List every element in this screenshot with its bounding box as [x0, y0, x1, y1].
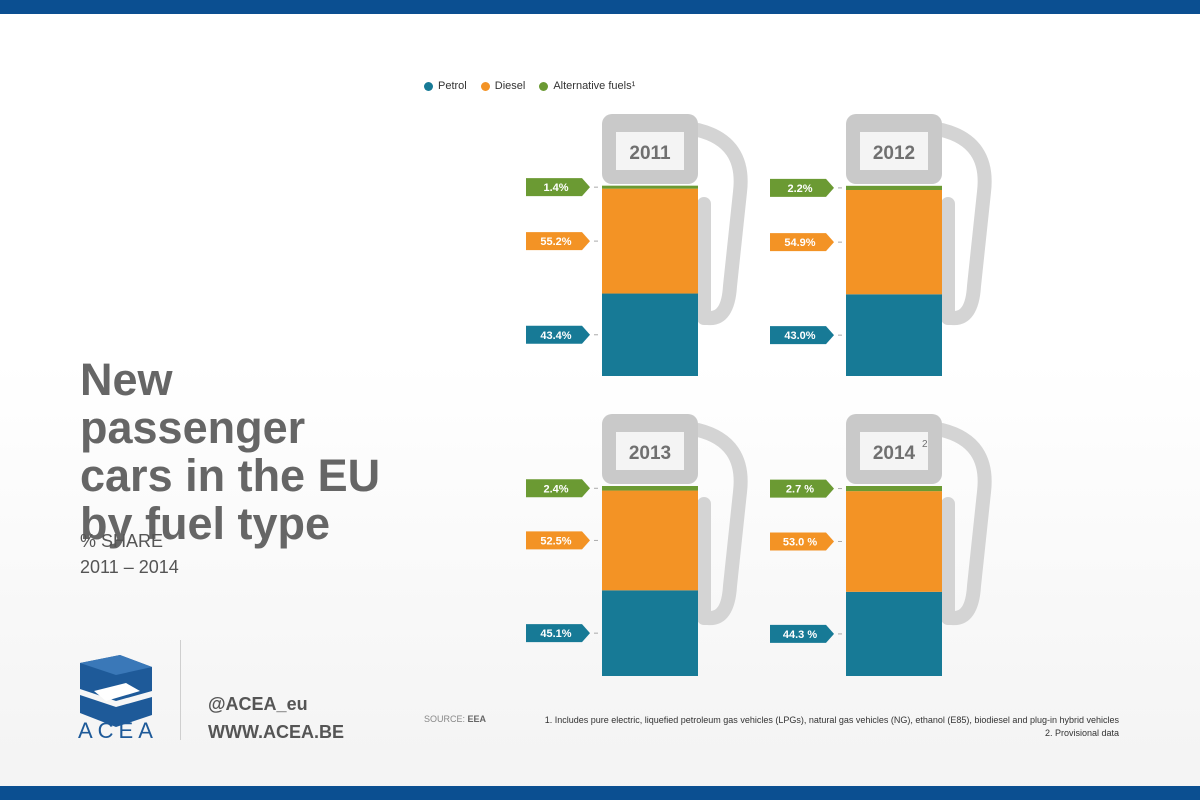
legend-label-petrol: Petrol	[438, 80, 467, 92]
bar-alternative-fuels-2011	[602, 185, 698, 189]
pump-hose-2014	[935, 423, 992, 626]
website-link[interactable]: WWW.ACEA.BE	[208, 722, 344, 742]
year-label-2013: 2013	[629, 443, 671, 464]
value-label-alternative-fuels-2012: 2.2%	[787, 183, 812, 195]
value-label-alternative-fuels-2013: 2.4%	[543, 483, 568, 495]
legend-swatch-alternative	[539, 81, 549, 91]
value-tag-diesel-2013	[526, 531, 590, 550]
value-tag-petrol-2013	[526, 624, 590, 643]
pump-hose-2012	[935, 123, 992, 326]
brand-name: ACEA	[78, 718, 158, 743]
value-label-alternative-fuels-2014: 2.7 %	[786, 484, 814, 496]
bar-alternative-fuels-2014	[846, 486, 942, 492]
bar-alternative-fuels-2013	[602, 486, 698, 491]
pump-window-2013	[616, 432, 684, 470]
source-note: SOURCE: EEA	[424, 714, 486, 724]
bar-petrol-2014	[846, 591, 942, 676]
value-tag-alternative-fuels-2014	[770, 479, 834, 498]
bar-diesel-2013	[602, 490, 698, 591]
value-tag-alternative-fuels-2013	[526, 479, 590, 498]
value-label-diesel-2013: 52.5%	[540, 535, 571, 547]
legend-swatch-petrol	[424, 81, 433, 91]
subtitle-share: % SHARE	[80, 531, 164, 551]
pump-hose-2011	[691, 123, 748, 326]
pump-hose-2013	[691, 423, 748, 626]
year-label-2012: 2012	[873, 143, 915, 164]
legend: Petrol Diesel Alternative fuels¹	[424, 78, 635, 94]
pump-window-2014	[860, 432, 928, 470]
bar-petrol-2011	[602, 293, 698, 376]
value-label-diesel-2011: 55.2%	[540, 236, 571, 248]
value-tag-petrol-2012	[770, 326, 834, 345]
year-superscript-2014: 2	[922, 439, 928, 450]
source-label: SOURCE:	[424, 714, 466, 724]
value-label-alternative-fuels-2011: 1.4%	[543, 182, 568, 194]
legend-label-alternative: Alternative fuels¹	[553, 80, 636, 92]
value-label-petrol-2011: 43.4%	[540, 330, 571, 342]
source-value: EEA	[467, 714, 487, 724]
bar-alternative-fuels-2012	[846, 185, 942, 190]
bottom-band	[0, 786, 1200, 800]
acea-logo-icon	[80, 655, 152, 727]
footnotes: 1. Includes pure electric, liquefied pet…	[545, 714, 1119, 740]
subtitle: % SHARE 2011 – 2014	[80, 528, 179, 580]
value-tag-diesel-2011	[526, 232, 590, 251]
footnote-1: 1. Includes pure electric, liquefied pet…	[544, 715, 1119, 725]
top-band	[0, 0, 1200, 14]
legend-swatch-diesel	[480, 81, 490, 91]
value-label-diesel-2014: 53.0 %	[783, 536, 817, 548]
value-label-petrol-2012: 43.0%	[784, 330, 815, 342]
pump-window-2012	[860, 132, 928, 170]
value-tag-alternative-fuels-2012	[770, 178, 834, 197]
value-tag-diesel-2014	[770, 532, 834, 551]
bar-petrol-2012	[846, 294, 942, 376]
value-tag-petrol-2011	[526, 325, 590, 344]
value-label-petrol-2013: 45.1%	[540, 628, 571, 640]
year-label-2014: 2014	[873, 443, 916, 464]
page-title: New passenger cars in the EU by fuel typ…	[80, 354, 381, 549]
value-tag-diesel-2012	[770, 233, 834, 252]
bar-diesel-2012	[846, 189, 942, 295]
value-tag-petrol-2014	[770, 624, 834, 643]
bar-petrol-2013	[602, 590, 698, 676]
legend-item-alternative: Alternative fuels¹	[539, 80, 635, 92]
value-label-diesel-2012: 54.9%	[784, 237, 815, 249]
social-handle[interactable]: @ACEA_eu	[208, 694, 308, 714]
value-label-petrol-2014: 44.3 %	[783, 629, 817, 641]
value-tag-alternative-fuels-2011	[526, 178, 590, 197]
legend-item-diesel: Diesel	[480, 80, 526, 92]
legend-label-diesel: Diesel	[494, 80, 526, 92]
footer-divider	[180, 640, 181, 740]
bar-diesel-2011	[602, 188, 698, 294]
footnote-2: 2. Provisional data	[1044, 728, 1119, 738]
year-label-2011: 2011	[629, 143, 671, 164]
pump-window-2011	[616, 132, 684, 170]
legend-item-petrol: Petrol	[424, 80, 467, 92]
subtitle-years: 2011 – 2014	[80, 557, 179, 577]
bar-diesel-2014	[846, 491, 942, 592]
